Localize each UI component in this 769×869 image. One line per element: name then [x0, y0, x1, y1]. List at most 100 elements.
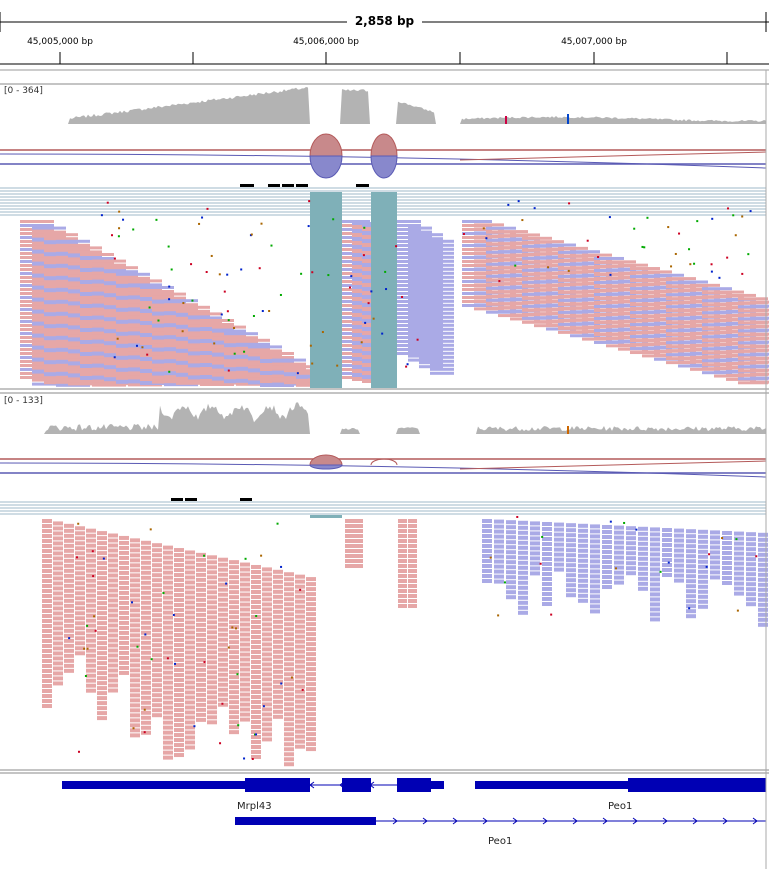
aligned-read — [430, 351, 454, 355]
aligned-read — [614, 525, 624, 530]
aligned-read — [662, 563, 672, 567]
aligned-read — [130, 618, 140, 623]
aligned-read — [97, 601, 107, 606]
aligned-read — [758, 552, 768, 557]
aligned-read — [295, 729, 305, 734]
aligned-read — [566, 548, 576, 553]
aligned-read — [494, 574, 504, 579]
mismatch-base — [311, 362, 314, 365]
aligned-read — [97, 611, 107, 616]
mismatch-base — [191, 299, 194, 302]
aligned-read — [638, 556, 648, 561]
mismatch-base — [251, 757, 254, 760]
mismatch-base — [370, 290, 373, 293]
read-pile-track-1[interactable] — [0, 184, 769, 388]
aligned-read — [207, 700, 217, 705]
aligned-read — [662, 568, 672, 572]
aligned-read — [64, 618, 74, 623]
aligned-read — [408, 579, 417, 583]
mismatch-base — [659, 570, 662, 573]
aligned-read — [284, 692, 294, 697]
mismatch-base — [667, 561, 670, 564]
aligned-read — [240, 592, 250, 597]
aligned-read — [224, 332, 258, 336]
aligned-read — [108, 678, 118, 683]
aligned-read — [662, 528, 672, 532]
aligned-read — [306, 622, 316, 627]
mismatch-bar — [505, 116, 507, 124]
splice-junction-track-2[interactable] — [0, 454, 767, 478]
aligned-read — [430, 359, 454, 363]
aligned-read — [174, 703, 184, 708]
aligned-read — [295, 739, 305, 744]
aligned-read — [229, 730, 239, 735]
aligned-read — [578, 548, 588, 553]
aligned-read — [104, 270, 138, 274]
mismatch-base — [643, 246, 646, 249]
coverage-track-1[interactable] — [0, 86, 766, 124]
aligned-read — [578, 583, 588, 588]
aligned-read — [352, 326, 380, 329]
mismatch-base — [710, 263, 713, 266]
aligned-read — [630, 267, 660, 271]
mismatch-base — [608, 216, 611, 219]
strand-arrow — [752, 817, 758, 825]
aligned-read — [86, 603, 96, 608]
aligned-read — [251, 694, 261, 699]
coverage-track-2[interactable] — [0, 402, 766, 434]
aligned-read — [229, 575, 239, 580]
aligned-read — [342, 324, 370, 327]
aligned-read — [295, 604, 305, 609]
mismatch-base — [182, 302, 185, 305]
aligned-read — [342, 232, 370, 235]
strand-arrow — [542, 817, 548, 825]
aligned-read — [251, 594, 261, 599]
aligned-read — [262, 617, 272, 622]
aligned-read — [750, 340, 769, 344]
alignment-track-1[interactable] — [0, 83, 769, 390]
aligned-read — [196, 617, 206, 622]
aligned-read — [240, 692, 250, 697]
gene-label-mrpl43[interactable]: Mrpl43 — [237, 801, 272, 812]
gene-annotation-track[interactable] — [0, 772, 769, 825]
aligned-read — [42, 549, 52, 553]
aligned-read — [398, 569, 407, 573]
mismatch-base — [233, 327, 236, 330]
read-pile-track-2[interactable] — [0, 498, 768, 767]
aligned-read — [518, 580, 528, 585]
aligned-read — [590, 569, 600, 574]
aligned-read — [590, 559, 600, 564]
gene-label-peo1[interactable]: Peo1 — [608, 801, 633, 812]
aligned-read — [185, 680, 195, 685]
mismatch-base — [83, 647, 86, 650]
aligned-read — [152, 643, 162, 648]
aligned-read — [578, 558, 588, 563]
aligned-read — [614, 540, 624, 545]
alignment-track-2[interactable] — [0, 392, 769, 771]
aligned-read — [229, 700, 239, 705]
aligned-read — [119, 620, 129, 625]
aligned-read — [430, 367, 454, 371]
aligned-read — [542, 522, 552, 526]
aligned-read — [590, 549, 600, 554]
aligned-read — [734, 576, 744, 581]
aligned-read — [482, 529, 492, 533]
aligned-read — [408, 604, 417, 608]
aligned-read — [141, 670, 151, 675]
aligned-read — [207, 560, 217, 565]
aligned-read — [196, 642, 206, 647]
aligned-read — [185, 580, 195, 585]
aligned-read — [163, 565, 173, 570]
aligned-read — [262, 647, 272, 652]
strand-arrow — [512, 817, 518, 825]
mismatch-base — [615, 567, 618, 570]
aligned-read — [185, 595, 195, 600]
mismatch-base — [749, 210, 752, 213]
aligned-read — [163, 670, 173, 675]
mismatch-base — [77, 522, 80, 525]
gene-label-peo1-isoform[interactable]: Peo1 — [488, 836, 513, 847]
aligned-read — [97, 636, 107, 641]
aligned-read — [686, 549, 696, 554]
splice-junction-track-1[interactable] — [0, 133, 767, 179]
